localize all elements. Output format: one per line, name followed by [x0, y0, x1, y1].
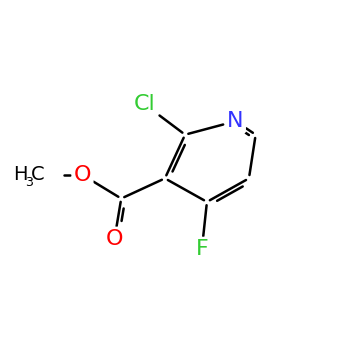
- Text: O: O: [74, 165, 91, 185]
- Text: 3: 3: [25, 176, 33, 189]
- Text: F: F: [196, 239, 208, 259]
- Text: H: H: [13, 166, 28, 184]
- Text: O: O: [106, 229, 123, 249]
- Text: Cl: Cl: [134, 94, 156, 114]
- Text: C: C: [30, 166, 44, 184]
- Text: N: N: [227, 111, 244, 131]
